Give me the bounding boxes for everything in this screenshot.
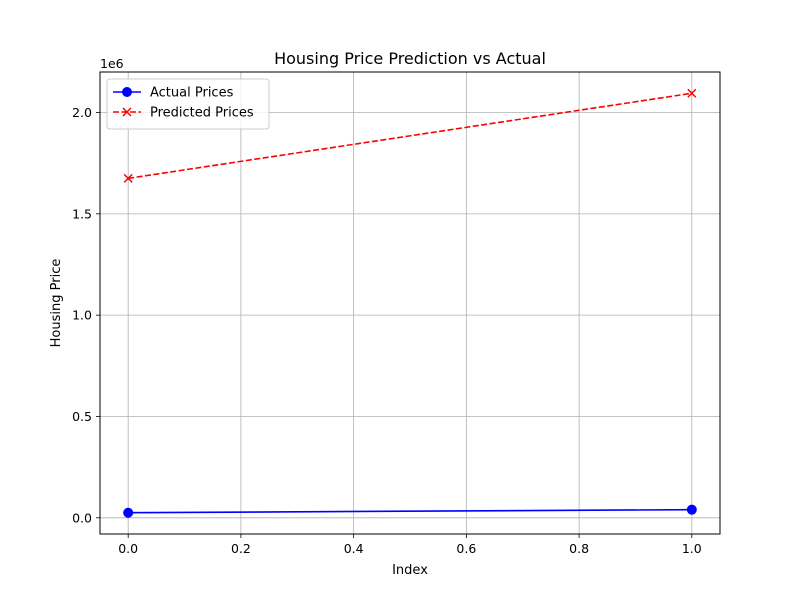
- data-point: [122, 87, 132, 97]
- y-axis-offset-label: 1e6: [100, 56, 124, 71]
- x-tick-label: 0.4: [344, 541, 364, 556]
- grid-lines: [100, 72, 720, 534]
- data-point: [686, 504, 697, 515]
- data-point: [123, 173, 133, 183]
- legend-label: Actual Prices: [150, 86, 234, 101]
- legend-label: Predicted Prices: [150, 106, 254, 121]
- chart-title: Housing Price Prediction vs Actual: [274, 49, 546, 68]
- x-tick-label: 1.0: [682, 541, 702, 556]
- marker-stroke: [687, 88, 697, 98]
- data-point: [122, 107, 132, 117]
- y-tick-label: 0.0: [72, 510, 92, 525]
- x-tick-label: 0.2: [231, 541, 251, 556]
- data-series: [123, 88, 697, 518]
- y-tick-label: 0.5: [72, 409, 92, 424]
- x-tick-label: 0.0: [118, 541, 138, 556]
- marker-stroke: [122, 107, 132, 117]
- axis-ticks: 0.0 0.2 0.4 0.6 0.8 1.0 0.0 0.5 1.0 1.5 2.0: [72, 105, 702, 556]
- y-tick-label: 2.0: [72, 105, 92, 120]
- series-line: [128, 508, 692, 514]
- marker-stroke: [123, 173, 133, 183]
- series-line: [128, 92, 692, 180]
- data-point: [687, 88, 697, 98]
- legend-item: Actual Prices: [113, 86, 234, 101]
- legend: Actual Prices Predicted Prices: [106, 78, 270, 130]
- legend-item: Predicted Prices: [113, 106, 254, 121]
- series-actual-prices: [123, 504, 697, 518]
- y-tick-label: 1.0: [72, 308, 92, 323]
- x-tick-label: 0.8: [569, 541, 589, 556]
- x-tick-label: 0.6: [456, 541, 476, 556]
- plot-area-frame: [99, 71, 721, 535]
- legend-box: [106, 78, 270, 130]
- data-point: [123, 507, 134, 518]
- y-axis-label: Housing Price: [49, 259, 64, 348]
- series-predicted-prices: [123, 88, 697, 183]
- y-tick-label: 1.5: [72, 206, 92, 221]
- x-axis-label: Index: [392, 563, 428, 578]
